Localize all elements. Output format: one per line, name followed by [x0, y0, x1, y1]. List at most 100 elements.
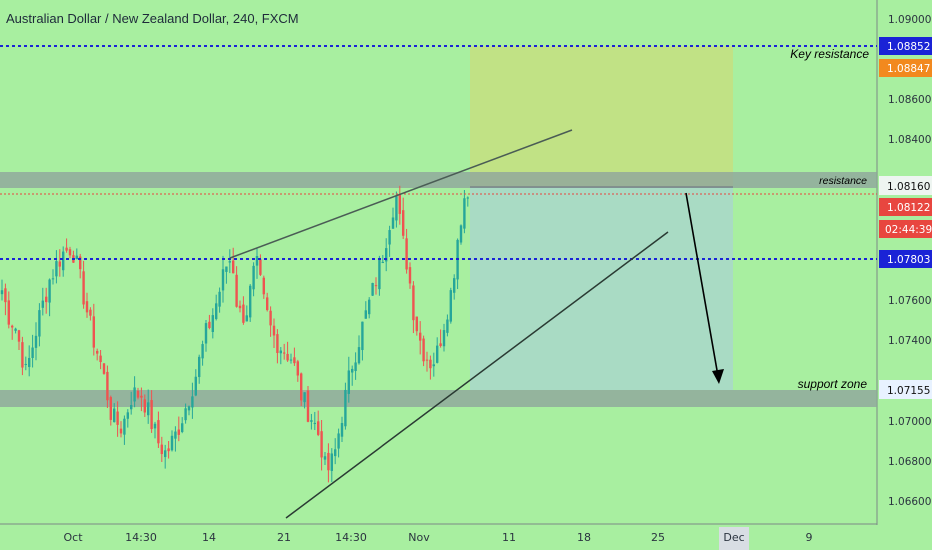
candle-body — [269, 310, 272, 326]
price-tick: 1.06800 — [888, 456, 931, 468]
candle-body — [28, 357, 31, 368]
candle-body — [218, 291, 221, 307]
candle-body — [439, 343, 442, 347]
price-axis[interactable]: 1.09000 1.08600 1.08400 1.07600 1.07400 … — [888, 14, 931, 508]
svg-text:1.07155: 1.07155 — [887, 385, 930, 397]
candle-body — [130, 405, 133, 410]
candle-body — [181, 423, 184, 432]
key-resistance-label: Key resistance — [790, 47, 869, 61]
candle-body — [126, 412, 129, 419]
time-tick: 11 — [502, 531, 516, 544]
candle-body — [323, 456, 327, 460]
candle-body — [96, 350, 99, 354]
candle-body — [296, 361, 299, 376]
candle-body — [45, 296, 48, 303]
time-tick: 9 — [806, 531, 813, 544]
candle-body — [419, 332, 422, 341]
forecast-arrow-head — [712, 369, 724, 384]
candle-body — [4, 288, 7, 303]
candle-body — [357, 347, 361, 364]
candle-body — [31, 347, 34, 358]
candle-body — [211, 315, 214, 333]
candle-body — [232, 260, 235, 274]
candle-body — [378, 259, 381, 290]
svg-text:1.08122: 1.08122 — [887, 202, 930, 214]
candle-body — [225, 266, 228, 272]
price-tick: 1.09000 — [888, 14, 931, 26]
price-badge-support: 1.07155 — [879, 380, 932, 399]
current-date-marker — [719, 527, 749, 550]
candle-body — [249, 285, 252, 318]
candle-body — [436, 345, 439, 363]
price-badge-resistance: 1.08160 — [879, 176, 932, 195]
candle-body — [133, 387, 136, 402]
candle-body — [106, 371, 109, 401]
candle-body — [259, 259, 262, 275]
time-tick: 14:30 — [125, 531, 157, 544]
candle-body — [310, 420, 313, 422]
candle-body — [283, 352, 286, 354]
price-tick: 1.08600 — [888, 94, 931, 106]
candle-body — [167, 448, 170, 452]
candle-body — [415, 316, 418, 332]
lower-trend-line — [285, 231, 669, 519]
countdown-badge: 02:44:39 — [879, 220, 932, 238]
price-tick: 1.08400 — [888, 134, 931, 146]
price-tick: 1.07000 — [888, 416, 931, 428]
svg-text:1.08852: 1.08852 — [887, 41, 930, 53]
profit-zone — [470, 46, 733, 187]
candle-body — [58, 261, 61, 267]
candle-body — [102, 363, 106, 374]
svg-text:1.08160: 1.08160 — [887, 181, 930, 193]
candle-body — [51, 278, 55, 280]
candle-body — [184, 408, 187, 421]
time-tick: Dec — [723, 531, 744, 544]
candle-body — [174, 431, 177, 439]
candle-body — [395, 196, 398, 221]
candle-body — [140, 395, 143, 398]
chart-title: Australian Dollar / New Zealand Dollar, … — [6, 11, 299, 26]
candle-body — [463, 198, 466, 229]
candle-body — [429, 359, 432, 369]
candle-body — [194, 376, 197, 396]
candle-body — [215, 303, 218, 320]
candle-body — [408, 267, 412, 284]
candle-body — [0, 290, 4, 295]
candle-body — [123, 418, 126, 435]
time-tick: 14:30 — [335, 531, 367, 544]
candle-body — [157, 420, 160, 444]
time-axis[interactable]: Oct 14:30 14 21 14:30 Nov 11 18 25 Dec 9 — [63, 527, 813, 550]
candle-body — [425, 359, 429, 361]
candle-body — [21, 342, 24, 368]
candle-series — [0, 185, 469, 483]
candle-body — [466, 197, 469, 199]
candle-body — [48, 279, 51, 303]
candle-body — [208, 321, 211, 329]
price-tick: 1.06600 — [888, 496, 931, 508]
candle-body — [242, 304, 245, 323]
candle-body — [364, 310, 367, 319]
candle-body — [306, 390, 310, 422]
candle-body — [405, 238, 408, 270]
candle-body — [446, 319, 449, 333]
support-zone — [0, 390, 877, 407]
candle-body — [89, 309, 92, 316]
candle-body — [371, 282, 374, 296]
candle-body — [153, 423, 157, 429]
candle-body — [276, 334, 279, 353]
candle-body — [459, 225, 463, 243]
candle-body — [303, 392, 306, 403]
candle-body — [385, 248, 388, 262]
candle-body — [82, 271, 85, 305]
candle-body — [14, 328, 17, 331]
candle-body — [391, 217, 395, 229]
candle-body — [252, 265, 255, 290]
candle-body — [204, 323, 208, 344]
svg-text:1.07803: 1.07803 — [887, 254, 930, 266]
candle-body — [34, 335, 38, 348]
candle-body — [55, 261, 58, 277]
upper-trend-line — [229, 129, 573, 259]
price-badge-107803: 1.07803 — [879, 250, 932, 268]
corner-box — [878, 527, 932, 550]
